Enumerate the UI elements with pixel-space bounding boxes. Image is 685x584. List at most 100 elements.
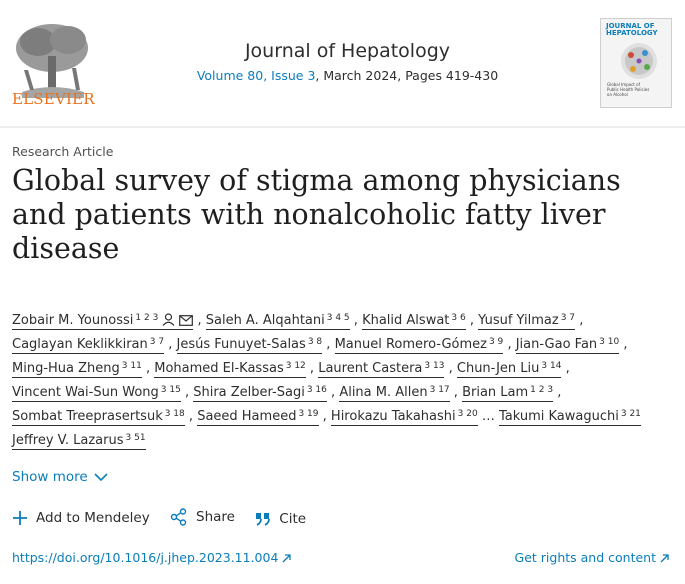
author-item: Laurent Castera 3 13 — [318, 361, 445, 378]
affiliation-superscript: 3 16 — [306, 385, 327, 395]
author-item: Ming-Hua Zheng 3 11 — [12, 361, 142, 378]
cover-title: JOURNAL OF HEPATOLOGY — [606, 22, 658, 37]
author-separator: … — [481, 409, 495, 424]
author-name-link[interactable]: Saeed Hameed 3 19 — [197, 409, 319, 426]
author-name-link[interactable]: Brian Lam 1 2 3 — [462, 385, 554, 402]
cover-subtitle: Global Impact of Public Health Policies … — [607, 82, 650, 97]
affiliation-superscript: 3 7 — [560, 313, 576, 323]
cover-globe-icon — [621, 43, 657, 79]
author-separator: , — [188, 409, 194, 424]
author-name-link[interactable]: Shira Zelber-Sagi 3 16 — [193, 385, 327, 402]
author-item: Chun-Jen Liu 3 14 — [456, 361, 562, 378]
author-separator: , — [453, 385, 458, 400]
author-item: Caglayan Keklikkiran 3 7 — [12, 337, 165, 354]
cite-button[interactable]: Cite — [255, 511, 306, 527]
author-item: Khalid Alswat 3 6 — [362, 313, 466, 330]
share-label: Share — [196, 509, 235, 525]
affiliation-superscript: 3 17 — [429, 385, 450, 395]
article-title: Global survey of stigma among physicians… — [12, 164, 621, 265]
elsevier-wordmark[interactable]: ELSEVIER — [12, 90, 95, 108]
author-item: Takumi Kawaguchi 3 21 — [498, 409, 641, 426]
envelope-icon — [179, 315, 194, 326]
affiliation-superscript: 3 11 — [121, 361, 142, 371]
author-item: Jesús Funuyet-Salas 3 8 — [176, 337, 323, 354]
author-name: Saleh A. Alqahtani — [205, 313, 325, 328]
author-name: Jian-Gao Fan — [515, 337, 598, 352]
author-name-link[interactable]: Caglayan Keklikkiran 3 7 — [12, 337, 165, 354]
share-icon — [170, 508, 187, 526]
affiliation-superscript: 1 2 3 — [530, 385, 554, 395]
author-item: Saleh A. Alqahtani 3 4 5 — [205, 313, 350, 330]
doi-text: https://doi.org/10.1016/j.jhep.2023.11.0… — [12, 550, 279, 565]
elsevier-tree-logo-icon[interactable] — [12, 12, 94, 106]
author-separator: , — [469, 313, 474, 328]
get-rights-link[interactable]: Get rights and content — [515, 550, 669, 565]
author-name-link[interactable]: Sombat Treeprasertsuk 3 18 — [12, 409, 185, 426]
author-name: Jeffrey V. Lazarus — [12, 433, 124, 448]
author-name: Hirokazu Takahashi — [330, 409, 456, 424]
author-name-link[interactable]: Khalid Alswat 3 6 — [362, 313, 466, 330]
affiliation-superscript: 3 14 — [541, 361, 562, 371]
date-pages: , March 2024, Pages 419-430 — [315, 68, 499, 83]
cite-label: Cite — [279, 511, 307, 527]
author-name-link[interactable]: Hirokazu Takahashi 3 20 — [330, 409, 478, 426]
author-name-link[interactable]: Takumi Kawaguchi 3 21 — [498, 409, 641, 426]
rights-text: Get rights and content — [514, 550, 656, 565]
affiliation-superscript: 1 2 3 — [135, 313, 159, 323]
add-to-mendeley-button[interactable]: Add to Mendeley — [12, 510, 150, 526]
affiliation-superscript: 3 12 — [285, 361, 306, 371]
author-item: Jeffrey V. Lazarus 3 51 — [12, 433, 146, 450]
issue-line: Volume 80, Issue 3, March 2024, Pages 41… — [120, 68, 575, 83]
author-name: Zobair M. Younossi — [12, 313, 134, 328]
affiliation-superscript: 3 18 — [164, 409, 185, 419]
journal-info: Journal of Hepatology Volume 80, Issue 3… — [120, 40, 575, 83]
author-name-link[interactable]: Alina M. Allen 3 17 — [339, 385, 450, 402]
author-name: Laurent Castera — [318, 361, 423, 376]
journal-title[interactable]: Journal of Hepatology — [244, 40, 451, 62]
author-separator: , — [326, 337, 331, 352]
author-name-link[interactable]: Jesús Funuyet-Salas 3 8 — [176, 337, 323, 354]
author-name-link[interactable]: Mohamed El-Kassas 3 12 — [154, 361, 306, 378]
author-item: Yusuf Yilmaz 3 7 — [478, 313, 576, 330]
volume-issue-link[interactable]: Volume 80, Issue 3 — [196, 68, 316, 83]
author-name-link[interactable]: Yusuf Yilmaz 3 7 — [478, 313, 576, 330]
external-link-arrow-icon — [660, 554, 669, 563]
author-name-link[interactable]: Vincent Wai-Sun Wong 3 15 — [12, 385, 181, 402]
affiliation-superscript: 3 19 — [298, 409, 319, 419]
author-name-link[interactable]: Jeffrey V. Lazarus 3 51 — [12, 433, 146, 450]
author-name: Jesús Funuyet-Salas — [176, 337, 306, 352]
author-separator: , — [197, 313, 202, 328]
author-name-link[interactable]: Chun-Jen Liu 3 14 — [456, 361, 562, 378]
chevron-down-icon — [94, 473, 108, 482]
article-type: Research Article — [12, 144, 114, 159]
author-name-link[interactable]: Ming-Hua Zheng 3 11 — [12, 361, 142, 378]
show-more-button[interactable]: Show more — [12, 469, 108, 485]
author-name: Khalid Alswat — [362, 313, 450, 328]
affiliation-superscript: 3 13 — [424, 361, 445, 371]
author-item: Sombat Treeprasertsuk 3 18 — [12, 409, 185, 426]
share-button[interactable]: Share — [170, 508, 235, 526]
author-separator: , — [184, 385, 190, 400]
journal-cover-thumbnail[interactable]: JOURNAL OF HEPATOLOGY Global Impact of P… — [600, 18, 672, 108]
author-separator: , — [623, 337, 628, 352]
author-name-link[interactable]: Saleh A. Alqahtani 3 4 5 — [205, 313, 350, 330]
author-name: Ming-Hua Zheng — [12, 361, 120, 376]
author-separator: , — [168, 337, 173, 352]
author-name: Brian Lam — [462, 385, 529, 400]
affiliation-superscript: 3 21 — [620, 409, 641, 419]
author-list: Zobair M. Younossi 1 2 3 , Saleh A. Alqah… — [12, 309, 677, 453]
person-icon — [162, 313, 175, 326]
author-name: Takumi Kawaguchi — [498, 409, 619, 424]
author-name: Saeed Hameed — [197, 409, 297, 424]
author-name-link[interactable]: Laurent Castera 3 13 — [318, 361, 445, 378]
author-item: Brian Lam 1 2 3 — [462, 385, 554, 402]
author-name-link[interactable]: Jian-Gao Fan 3 10 — [515, 337, 620, 354]
author-name-link[interactable]: Zobair M. Younossi 1 2 3 — [12, 313, 194, 330]
affiliation-superscript: 3 4 5 — [326, 313, 350, 323]
author-name: Yusuf Yilmaz — [478, 313, 559, 328]
doi-link[interactable]: https://doi.org/10.1016/j.jhep.2023.11.0… — [12, 550, 292, 565]
author-name: Manuel Romero-Gómez — [334, 337, 487, 352]
author-separator: , — [507, 337, 512, 352]
article-actions: Add to Mendeley Share Cite — [12, 508, 322, 530]
author-name-link[interactable]: Manuel Romero-Gómez 3 9 — [334, 337, 504, 354]
